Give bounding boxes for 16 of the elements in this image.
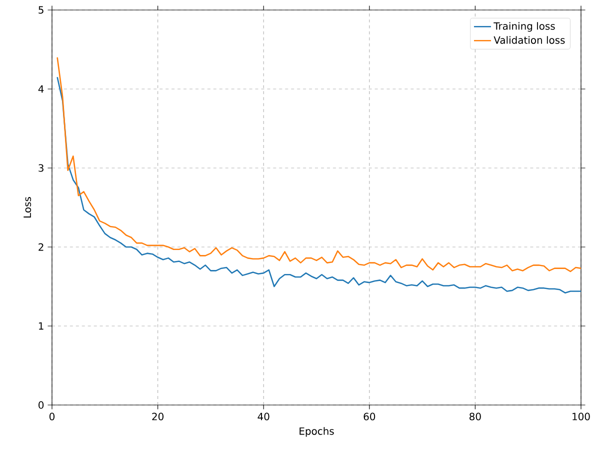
x-tick-label: 60 (364, 412, 376, 420)
x-tick-label: 40 (258, 412, 270, 420)
y-tick-label: 4 (38, 85, 44, 93)
legend-label: Validation loss (494, 36, 565, 44)
legend-label: Training loss (494, 22, 555, 32)
x-tick-label: 80 (470, 412, 481, 420)
x-tick-label: 20 (152, 412, 164, 420)
y-tick-label: 0 (38, 401, 44, 409)
y-tick-label: 5 (38, 6, 44, 14)
y-tick-label: 1 (38, 322, 44, 330)
x-tick-label: 100 (572, 412, 590, 420)
y-axis-title: Loss (24, 197, 32, 218)
x-axis-title: Epochs (300, 427, 334, 437)
y-tick-label: 3 (38, 164, 44, 172)
y-tick-label: 2 (38, 243, 44, 251)
x-tick-label: 0 (49, 412, 55, 420)
